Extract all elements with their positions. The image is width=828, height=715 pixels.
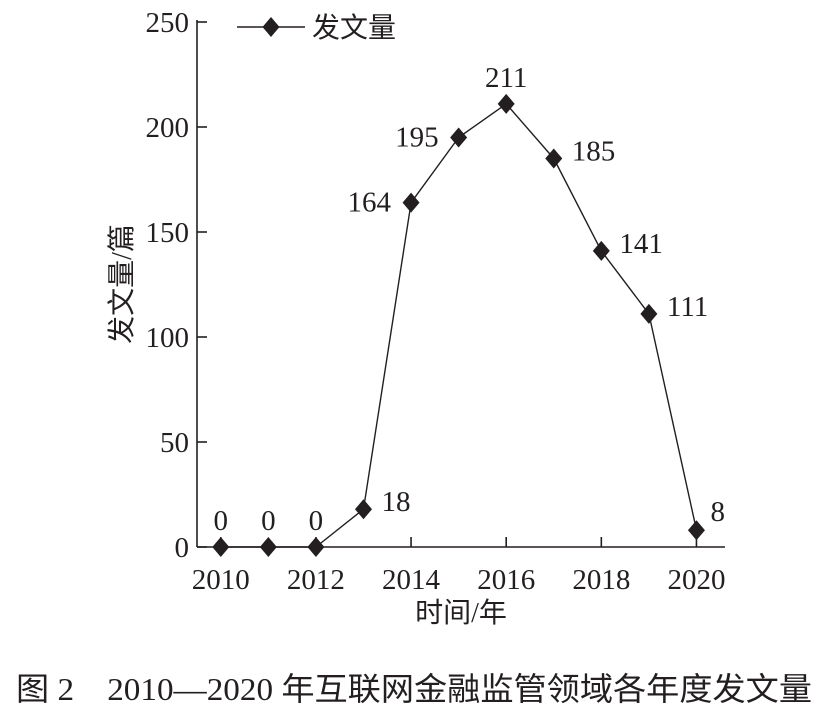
x-tick-label: 2010 bbox=[192, 564, 250, 596]
data-label: 0 bbox=[309, 505, 324, 537]
data-label: 18 bbox=[381, 486, 410, 518]
data-point-marker bbox=[354, 499, 372, 520]
data-label: 185 bbox=[572, 136, 616, 168]
legend: 发文量 bbox=[237, 12, 396, 44]
y-tick-label: 100 bbox=[146, 322, 190, 354]
axes bbox=[196, 20, 725, 548]
data-label: 141 bbox=[619, 228, 663, 260]
ticks: 0 50 100 150 200 250 2010 2012 2014 2016 2018 2020 bbox=[146, 7, 726, 596]
data-label: 0 bbox=[214, 505, 229, 537]
axis-titles: 时间/年 发文量/篇图 2 2010—2020 年互联网金融监管领域各年度发文量 bbox=[16, 224, 812, 707]
y-tick-label: 200 bbox=[146, 112, 190, 144]
data-point-marker bbox=[545, 148, 563, 169]
x-tick-label: 2014 bbox=[382, 564, 441, 596]
y-tick-label: 250 bbox=[146, 7, 190, 39]
data-label: 164 bbox=[348, 187, 392, 219]
data-label: 111 bbox=[667, 291, 708, 323]
series-group bbox=[212, 93, 705, 557]
data-point-marker bbox=[212, 537, 230, 557]
data-point-marker bbox=[497, 93, 515, 114]
legend-label: 发文量 bbox=[312, 12, 396, 44]
data-point-marker bbox=[307, 537, 325, 557]
y-axis-title: 发文量/篇 bbox=[106, 224, 138, 344]
data-label: 8 bbox=[710, 496, 725, 528]
x-tick-label: 2020 bbox=[667, 564, 725, 596]
legend-marker-swatch bbox=[262, 17, 280, 37]
x-tick-label: 2018 bbox=[572, 564, 630, 596]
data-point-marker bbox=[640, 303, 658, 324]
x-tick-label: 2016 bbox=[477, 564, 535, 596]
data-point-marker bbox=[259, 537, 277, 557]
x-axis-title: 时间/年 bbox=[415, 597, 507, 629]
data-label: 0 bbox=[261, 505, 276, 537]
y-tick-label: 50 bbox=[160, 427, 189, 459]
series-line bbox=[220, 103, 698, 548]
y-tick-label: 150 bbox=[146, 217, 190, 249]
x-tick-label: 2012 bbox=[287, 564, 345, 596]
data-point-marker bbox=[450, 127, 468, 148]
data-label: 211 bbox=[485, 62, 527, 94]
y-tick-label: 0 bbox=[175, 532, 190, 564]
data-point-marker bbox=[402, 192, 420, 213]
data-label: 195 bbox=[395, 122, 439, 154]
data-point-marker bbox=[592, 240, 610, 261]
figure-caption: 图 2 2010—2020 年互联网金融监管领域各年度发文量 bbox=[16, 671, 812, 707]
data-point-marker bbox=[687, 520, 705, 541]
